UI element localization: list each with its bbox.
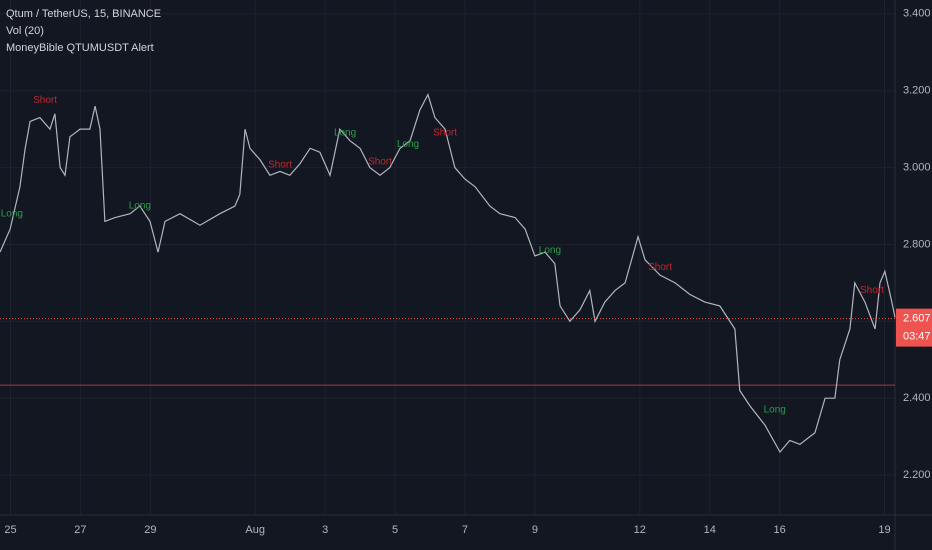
- x-tick-label: 27: [74, 524, 86, 536]
- x-tick-label: 29: [144, 524, 156, 536]
- x-tick-label: 7: [462, 524, 468, 536]
- signal-label: Short: [648, 262, 672, 273]
- signal-label: Long: [539, 245, 561, 256]
- last-price-box: [896, 308, 932, 347]
- x-tick-label: 25: [4, 524, 16, 536]
- y-tick-label: 2.400: [903, 392, 931, 404]
- price-line: [0, 92, 896, 454]
- x-tick-label: 14: [704, 524, 716, 536]
- countdown-label: 03:47: [903, 331, 931, 343]
- signal-label: Short: [268, 160, 292, 171]
- y-tick-label: 3.400: [903, 8, 931, 20]
- signal-label: Short: [368, 156, 392, 167]
- signal-label: Short: [33, 95, 57, 106]
- indicator-label: MoneyBible QTUMUSDT Alert: [6, 42, 154, 54]
- x-tick-label: 19: [878, 524, 890, 536]
- x-tick-label: 3: [322, 524, 328, 536]
- chart-title: Qtum / TetherUS, 15, BINANCE: [6, 8, 161, 20]
- signal-label: Long: [129, 201, 151, 212]
- x-tick-label: Aug: [245, 524, 265, 536]
- signal-label: Short: [860, 285, 884, 296]
- signal-label: Long: [397, 139, 419, 150]
- y-tick-label: 2.800: [903, 238, 931, 250]
- x-tick-label: 9: [532, 524, 538, 536]
- signal-label: Long: [1, 208, 23, 219]
- signal-label: Long: [764, 404, 786, 415]
- x-tick-label: 5: [392, 524, 398, 536]
- y-tick-label: 3.200: [903, 85, 931, 97]
- y-tick-label: 2.200: [903, 469, 931, 481]
- last-price-label: 2.607: [903, 313, 931, 325]
- y-tick-label: 3.000: [903, 161, 931, 173]
- signal-label: Short: [433, 128, 457, 139]
- indicator-label: Vol (20): [6, 25, 44, 37]
- x-tick-label: 16: [774, 524, 786, 536]
- signal-label: Long: [334, 128, 356, 139]
- x-tick-label: 12: [634, 524, 646, 536]
